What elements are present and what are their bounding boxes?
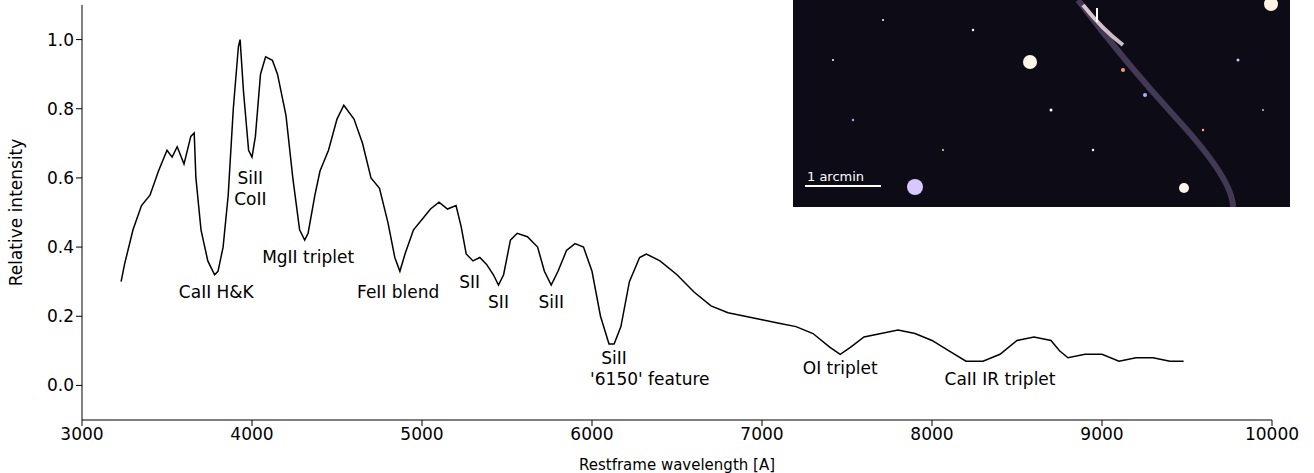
- svg-text:1 arcmin: 1 arcmin: [807, 169, 864, 184]
- svg-text:OI triplet: OI triplet: [803, 358, 878, 378]
- svg-text:7000: 7000: [740, 424, 783, 444]
- svg-text:SiII: SiII: [601, 348, 627, 368]
- svg-text:0.4: 0.4: [47, 237, 74, 257]
- svg-text:0.0: 0.0: [47, 375, 74, 395]
- svg-text:CaII H&K: CaII H&K: [179, 282, 255, 302]
- svg-text:FeII blend: FeII blend: [357, 282, 439, 302]
- svg-text:MgII triplet: MgII triplet: [262, 247, 354, 267]
- svg-text:1.0: 1.0: [47, 30, 74, 50]
- svg-text:0.8: 0.8: [47, 99, 74, 119]
- svg-text:CaII IR triplet: CaII IR triplet: [945, 369, 1056, 389]
- svg-text:CoII: CoII: [234, 189, 266, 209]
- svg-text:SiII: SiII: [238, 168, 264, 188]
- svg-text:0.2: 0.2: [47, 306, 74, 326]
- svg-text:'6150' feature: '6150' feature: [590, 369, 709, 389]
- svg-text:6000: 6000: [570, 424, 613, 444]
- svg-text:0.6: 0.6: [47, 168, 74, 188]
- svg-text:4000: 4000: [230, 424, 273, 444]
- svg-text:SII: SII: [488, 292, 509, 312]
- svg-text:Restframe wavelength [A]: Restframe wavelength [A]: [579, 456, 775, 473]
- svg-text:3000: 3000: [60, 424, 103, 444]
- svg-text:SiII: SiII: [538, 292, 564, 312]
- svg-text:9000: 9000: [1080, 424, 1123, 444]
- svg-text:Relative intensity: Relative intensity: [6, 139, 26, 287]
- svg-text:8000: 8000: [910, 424, 953, 444]
- svg-text:10000: 10000: [1245, 424, 1299, 444]
- svg-text:5000: 5000: [400, 424, 443, 444]
- svg-text:SII: SII: [459, 272, 480, 292]
